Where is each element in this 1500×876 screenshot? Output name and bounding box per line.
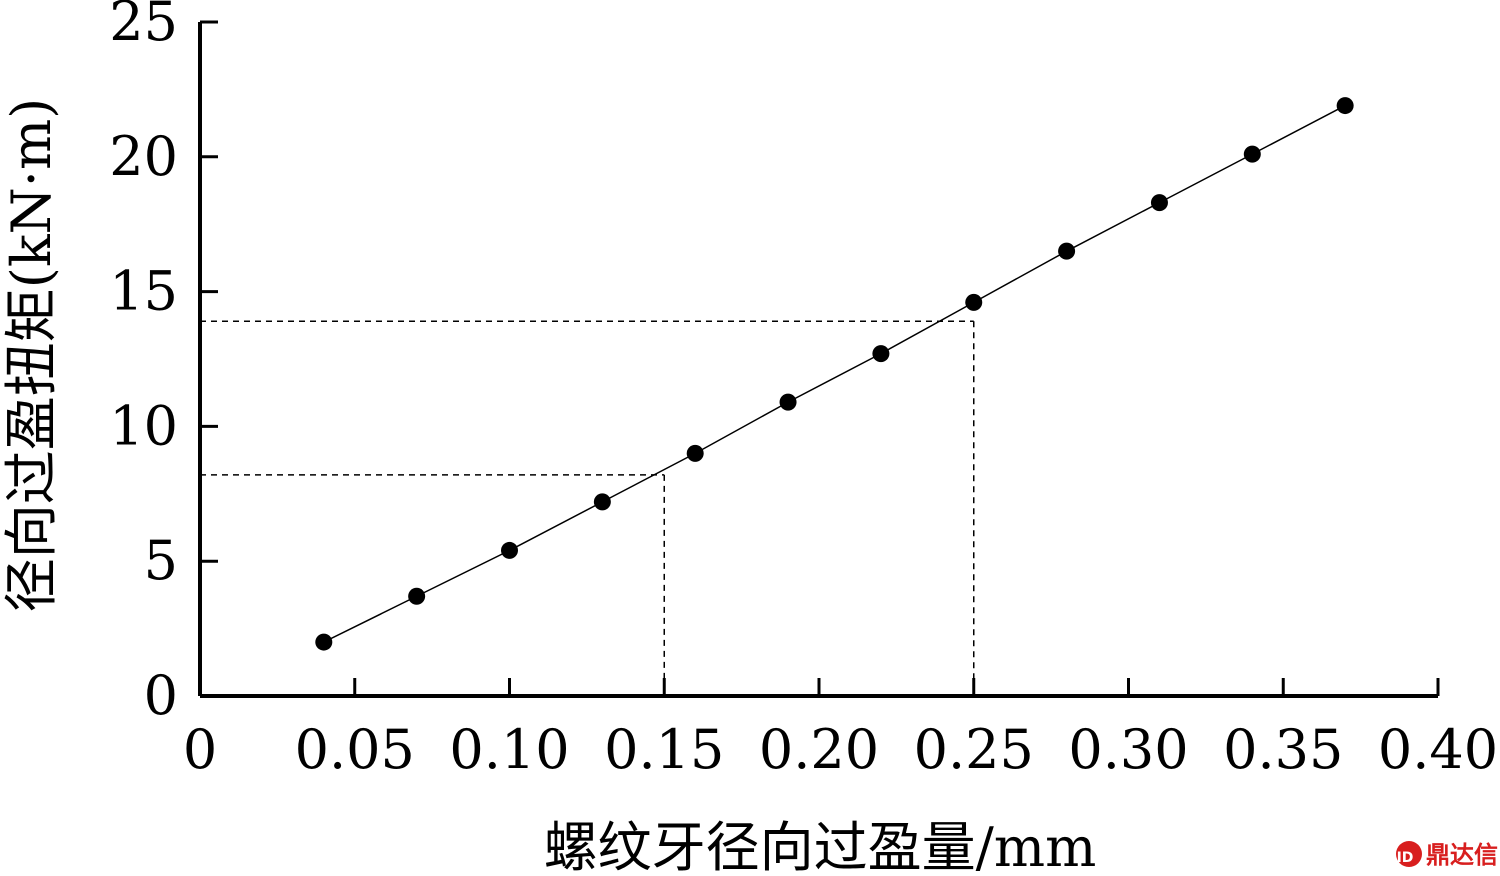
x-tick-label: 0.35 [1223,718,1343,781]
x-tick-label: 0.25 [914,718,1034,781]
x-tick-label: 0.40 [1378,718,1498,781]
x-tick-label: 0.20 [759,718,879,781]
x-tick-label: 0.30 [1068,718,1188,781]
watermark-text: 鼎达信 [1426,841,1498,869]
y-tick-label: 15 [109,260,178,323]
data-point [315,633,333,651]
ticks: 0 0.05 0.10 0.15 0.20 0.25 0.30 0.35 0.40 0 5 10 15 2… [109,0,1498,781]
data-point [1336,97,1354,115]
data-point [1243,145,1261,163]
y-tick-label: 5 [144,529,178,592]
x-axis-title: 螺纹牙径向过盈量/mm [544,816,1097,876]
svg-text:ID: ID [1397,850,1414,866]
data-point [872,345,890,363]
axes [198,22,1438,698]
x-tick-label: 0 [183,718,217,781]
series [315,97,1354,651]
data-point [965,293,983,311]
y-axis-title: 径向过盈扭矩(kN·m) [0,98,63,612]
x-tick-label: 0.10 [449,718,569,781]
x-tick-label: 0.15 [604,718,724,781]
x-tick-label: 0.05 [295,718,415,781]
data-point [1150,194,1168,212]
y-tick-label: 25 [109,0,178,53]
y-tick-label: 20 [109,125,178,188]
data-point [501,541,518,559]
data-point [408,587,426,605]
data-point [686,444,704,462]
data-point [1058,242,1076,260]
series-line [323,104,1346,643]
watermark: ID 鼎达信 [1396,841,1498,869]
data-point [593,493,611,511]
ddx-logo-icon [1396,841,1422,867]
reference-lines [200,320,975,696]
y-tick-label: 0 [144,664,178,727]
data-point [779,393,797,411]
y-tick-label: 10 [109,394,178,457]
